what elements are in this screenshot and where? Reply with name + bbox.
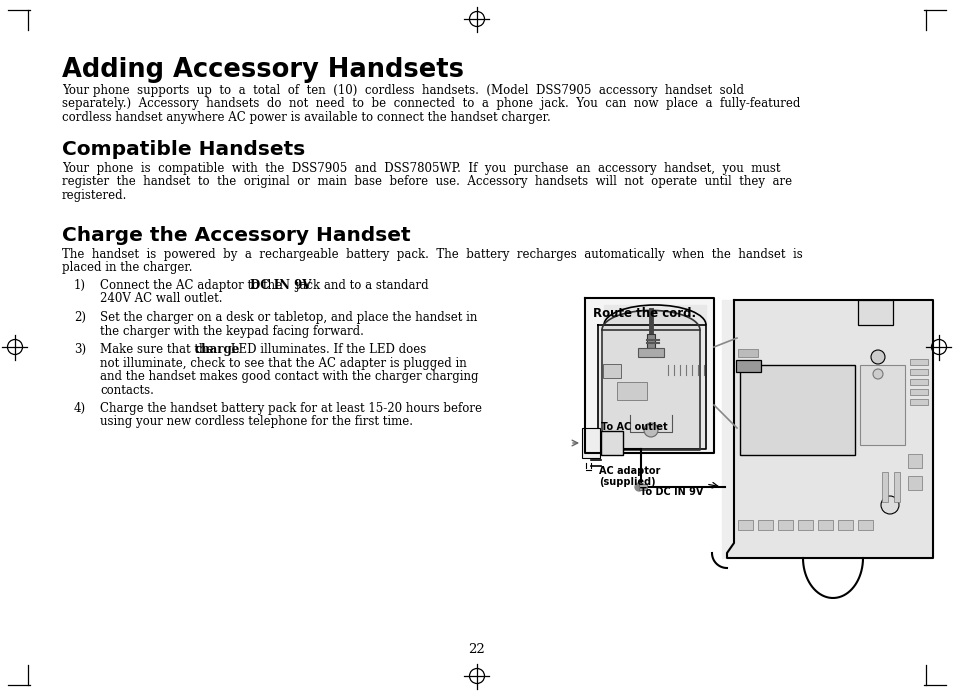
Text: 1): 1) — [74, 279, 86, 292]
Bar — [738, 520, 752, 530]
Bar — [907, 454, 921, 468]
Bar — [639, 484, 646, 490]
Polygon shape — [721, 300, 932, 558]
Text: cordless handset anywhere AC power is available to connect the handset charger.: cordless handset anywhere AC power is av… — [62, 111, 550, 124]
Polygon shape — [603, 305, 705, 325]
Text: using your new cordless telephone for the first time.: using your new cordless telephone for th… — [100, 416, 413, 429]
Bar — [909, 389, 927, 395]
Text: contacts.: contacts. — [100, 384, 153, 397]
Bar — [857, 520, 872, 530]
Circle shape — [870, 350, 884, 364]
Text: The  handset  is  powered  by  a  rechargeable  battery  pack.  The  battery  re: The handset is powered by a rechargeable… — [62, 248, 801, 261]
Bar — [907, 476, 921, 490]
Text: LED illuminates. If the LED does: LED illuminates. If the LED does — [227, 343, 426, 356]
Bar — [817, 520, 832, 530]
Text: Compatible Handsets: Compatible Handsets — [62, 140, 305, 159]
Text: Connect the AC adaptor to the: Connect the AC adaptor to the — [100, 279, 286, 292]
Text: Route the cord.: Route the cord. — [593, 307, 696, 320]
Text: To DC IN 9V: To DC IN 9V — [639, 487, 702, 497]
Bar — [909, 379, 927, 385]
Bar — [859, 365, 904, 445]
Text: separately.)  Accessory  handsets  do  not  need  to  be  connected  to  a  phon: separately.) Accessory handsets do not n… — [62, 97, 800, 111]
Text: Your  phone  is  compatible  with  the  DSS7905  and  DSS7805WP.  If  you  purch: Your phone is compatible with the DSS790… — [62, 162, 780, 175]
Bar — [909, 399, 927, 405]
Text: and the handset makes good contact with the charger charging: and the handset makes good contact with … — [100, 370, 478, 383]
Text: 4): 4) — [74, 402, 86, 415]
Bar — [735, 360, 760, 372]
Bar — [909, 369, 927, 375]
Text: 22: 22 — [468, 643, 485, 656]
Polygon shape — [726, 300, 932, 558]
Text: not illuminate, check to see that the AC adapter is plugged in: not illuminate, check to see that the AC… — [100, 357, 466, 370]
Polygon shape — [601, 311, 700, 330]
Bar — [758, 520, 772, 530]
Circle shape — [635, 483, 642, 491]
Bar — [740, 365, 854, 455]
Text: To AC outlet: To AC outlet — [600, 422, 667, 432]
Text: (supplied): (supplied) — [598, 477, 655, 487]
Text: 3): 3) — [74, 343, 86, 356]
Text: registered.: registered. — [62, 189, 128, 202]
Bar — [893, 472, 899, 502]
Text: Your phone  supports  up  to  a  total  of  ten  (10)  cordless  handsets.  (Mod: Your phone supports up to a total of ten… — [62, 84, 743, 97]
Text: 240V AC wall outlet.: 240V AC wall outlet. — [100, 293, 222, 306]
Bar — [837, 520, 852, 530]
Polygon shape — [601, 330, 700, 450]
Text: charge: charge — [194, 343, 240, 356]
Text: register  the  handset  to  the  original  or  main  base  before  use.  Accesso: register the handset to the original or … — [62, 176, 791, 188]
Bar — [617, 382, 646, 400]
Text: Charge the handset battery pack for at least 15-20 hours before: Charge the handset battery pack for at l… — [100, 402, 481, 415]
Bar — [638, 348, 663, 357]
Polygon shape — [584, 298, 713, 453]
Bar — [882, 472, 887, 502]
Text: DC IN 9V: DC IN 9V — [250, 279, 311, 292]
Circle shape — [643, 423, 658, 437]
Text: Charge the Accessory Handset: Charge the Accessory Handset — [62, 226, 410, 245]
Text: Make sure that the: Make sure that the — [100, 343, 217, 356]
Bar — [600, 431, 622, 455]
Polygon shape — [598, 325, 705, 449]
Bar — [602, 364, 620, 378]
Text: Set the charger on a desk or tabletop, and place the handset in: Set the charger on a desk or tabletop, a… — [100, 311, 476, 324]
Text: AC adaptor: AC adaptor — [598, 466, 659, 476]
Bar — [581, 428, 599, 458]
Text: the charger with the keypad facing forward.: the charger with the keypad facing forwa… — [100, 325, 363, 338]
Bar — [646, 334, 655, 348]
Bar — [857, 300, 892, 325]
Text: 2): 2) — [74, 311, 86, 324]
Text: placed in the charger.: placed in the charger. — [62, 261, 193, 275]
Circle shape — [872, 369, 882, 379]
Bar — [738, 349, 758, 357]
Text: Adding Accessory Handsets: Adding Accessory Handsets — [62, 57, 463, 83]
Bar — [797, 520, 812, 530]
Circle shape — [880, 496, 898, 514]
Text: jack and to a standard: jack and to a standard — [292, 279, 429, 292]
Bar — [909, 359, 927, 365]
Bar — [778, 520, 792, 530]
